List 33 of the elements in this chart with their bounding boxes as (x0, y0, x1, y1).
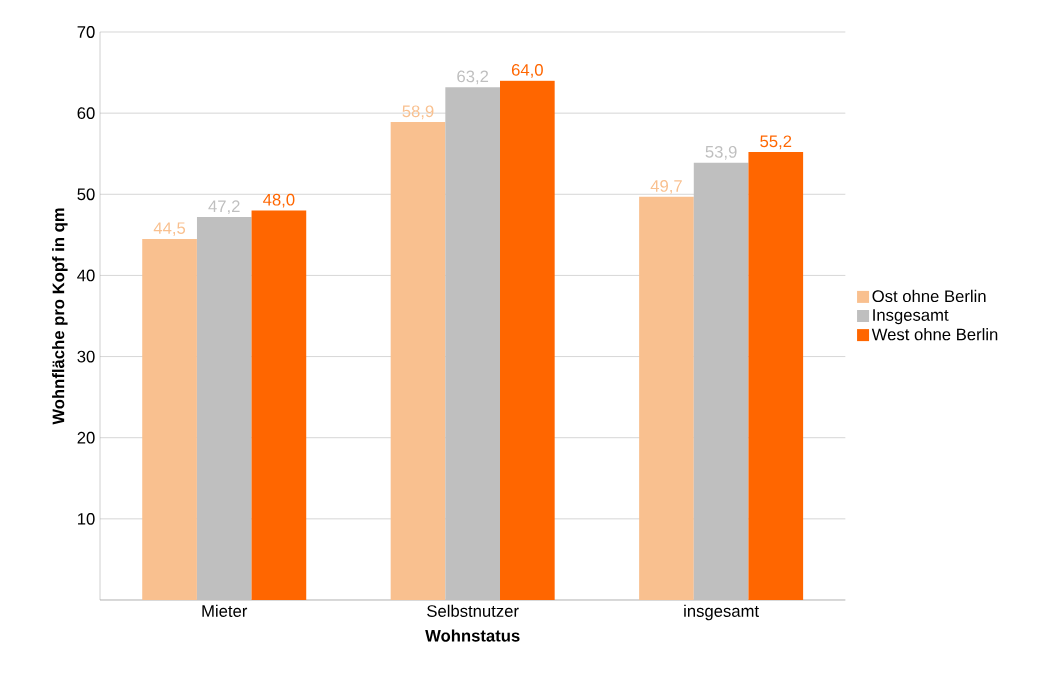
data-label: 58,9 (402, 105, 434, 120)
bar (748, 152, 804, 600)
data-label: 63,2 (457, 70, 489, 85)
data-label: 64,0 (511, 63, 543, 78)
y-tick-label: 60 (77, 107, 95, 120)
legend-label: Insgesamt (873, 309, 949, 325)
x-axis-title: Wohnstatus (425, 629, 520, 642)
y-tick-label: 30 (77, 350, 95, 363)
bar (390, 122, 446, 600)
y-tick-label: 10 (78, 512, 95, 525)
bar (142, 238, 197, 600)
x-tick-label: Selbstnutzer (427, 604, 519, 617)
data-label: 44,5 (153, 222, 186, 236)
bar (196, 217, 252, 600)
y-tick-label: 20 (77, 431, 95, 444)
y-tick-label: 70 (77, 26, 95, 38)
data-label: 47,2 (208, 200, 240, 215)
x-tick-label: insgesamt (684, 604, 759, 621)
bar (639, 196, 694, 600)
bar (251, 210, 307, 600)
bar (693, 162, 749, 600)
legend-label: West ohne Berlin (871, 328, 998, 341)
bar (445, 87, 501, 600)
legend-label: Ost ohne Berlin (872, 289, 986, 303)
data-label: 48,0 (263, 193, 295, 208)
data-label: 49,7 (650, 180, 682, 194)
bar (500, 80, 555, 600)
y-axis-title: Wohnfläche pro Kopf in qm (52, 208, 68, 425)
data-label: 53,9 (705, 145, 737, 160)
y-tick-label: 40 (77, 269, 95, 282)
x-tick-label: Mieter (202, 604, 248, 617)
y-tick-label: 50 (77, 188, 95, 201)
data-label: 55,2 (760, 135, 792, 150)
